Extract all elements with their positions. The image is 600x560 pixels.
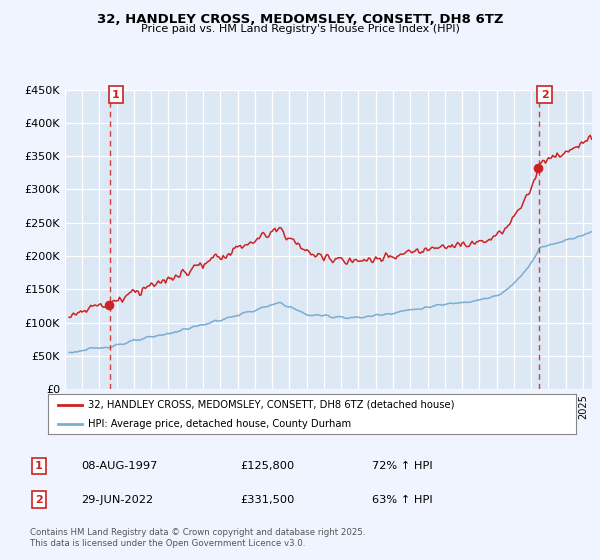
Text: 2: 2: [35, 494, 43, 505]
Text: £331,500: £331,500: [240, 494, 295, 505]
Text: 1: 1: [112, 90, 119, 100]
Text: £125,800: £125,800: [240, 461, 294, 471]
Text: 29-JUN-2022: 29-JUN-2022: [81, 494, 153, 505]
Text: 32, HANDLEY CROSS, MEDOMSLEY, CONSETT, DH8 6TZ: 32, HANDLEY CROSS, MEDOMSLEY, CONSETT, D…: [97, 13, 503, 26]
Text: 63% ↑ HPI: 63% ↑ HPI: [372, 494, 433, 505]
Point: [104, 301, 114, 310]
Text: 2: 2: [541, 90, 548, 100]
Text: HPI: Average price, detached house, County Durham: HPI: Average price, detached house, Coun…: [88, 419, 351, 429]
Text: 08-AUG-1997: 08-AUG-1997: [81, 461, 157, 471]
Text: Price paid vs. HM Land Registry's House Price Index (HPI): Price paid vs. HM Land Registry's House …: [140, 24, 460, 34]
Text: 1: 1: [35, 461, 43, 471]
Text: Contains HM Land Registry data © Crown copyright and database right 2025.
This d: Contains HM Land Registry data © Crown c…: [30, 528, 365, 548]
Text: 32, HANDLEY CROSS, MEDOMSLEY, CONSETT, DH8 6TZ (detached house): 32, HANDLEY CROSS, MEDOMSLEY, CONSETT, D…: [88, 400, 454, 409]
Point: [533, 164, 543, 173]
Text: 72% ↑ HPI: 72% ↑ HPI: [372, 461, 433, 471]
